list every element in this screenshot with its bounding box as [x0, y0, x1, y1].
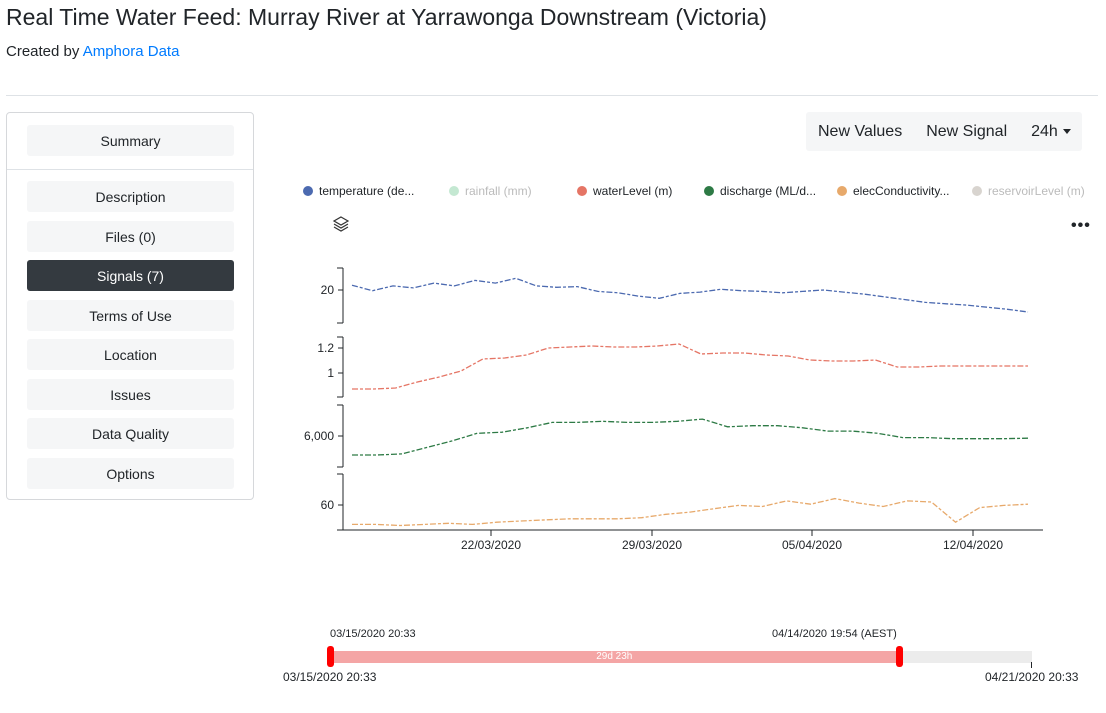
- sidebar-item-options[interactable]: Options: [27, 458, 234, 489]
- sidebar-item-description[interactable]: Description: [27, 181, 234, 212]
- series-line: [352, 418, 1029, 456]
- y-tick-label: 1: [327, 366, 334, 380]
- page-title: Real Time Water Feed: Murray River at Ya…: [6, 4, 767, 30]
- y-tick-label: 6,000: [304, 429, 334, 443]
- x-tick-label: 22/03/2020: [461, 538, 521, 552]
- legend-dot: [837, 186, 847, 196]
- byline-prefix: Created by: [6, 43, 83, 60]
- sidebar-divider: [7, 169, 253, 170]
- y-tick-label: 1.2: [317, 341, 334, 355]
- x-tick-label: 29/03/2020: [622, 538, 682, 552]
- range-min-label: 03/15/2020 20:33: [283, 670, 377, 684]
- legend-dot: [577, 186, 587, 196]
- byline: Created by Amphora Data: [6, 43, 179, 60]
- y-tick-label: 60: [321, 498, 335, 512]
- sidebar-item-files[interactable]: Files (0): [27, 221, 234, 252]
- layers-icon[interactable]: [332, 215, 350, 238]
- legend-label: waterLevel (m): [593, 184, 673, 198]
- chart-toolbar: New Values New Signal 24h: [806, 112, 1082, 151]
- new-values-button[interactable]: New Values: [818, 122, 903, 140]
- time-range-label: 24h: [1031, 122, 1058, 140]
- legend-dot: [704, 186, 714, 196]
- legend-label: discharge (ML/d...: [720, 184, 817, 198]
- range-end-tick: [1031, 662, 1032, 668]
- legend-dot: [303, 186, 313, 196]
- legend-label: elecConductivity...: [853, 184, 950, 198]
- legend-label: reservoirLevel (m): [988, 184, 1085, 198]
- sidebar: Summary Description Files (0) Signals (7…: [6, 112, 254, 500]
- legend-label: temperature (de...: [319, 184, 415, 198]
- legend-item-temperature[interactable]: temperature (de...: [303, 184, 414, 198]
- legend-item-reservoir-level[interactable]: reservoirLevel (m): [972, 184, 1085, 198]
- sidebar-item-terms-of-use[interactable]: Terms of Use: [27, 300, 234, 331]
- sidebar-item-signals[interactable]: Signals (7): [27, 260, 234, 291]
- range-selection[interactable]: 29d 23h: [330, 651, 899, 663]
- new-signal-button[interactable]: New Signal: [926, 122, 1008, 140]
- legend-dot: [449, 186, 459, 196]
- sidebar-item-location[interactable]: Location: [27, 339, 234, 370]
- range-handle-end[interactable]: [895, 646, 903, 667]
- series-line: [351, 277, 1029, 313]
- chevron-down-icon: [1062, 128, 1071, 134]
- header-divider: [6, 95, 1098, 96]
- range-selected-start: 03/15/2020 20:33: [330, 628, 416, 640]
- legend-item-discharge[interactable]: discharge (ML/d...: [704, 184, 816, 198]
- legend-dot: [972, 186, 982, 196]
- time-range-dropdown[interactable]: 24h: [1019, 123, 1083, 141]
- sidebar-item-data-quality[interactable]: Data Quality: [27, 418, 234, 449]
- more-icon[interactable]: •••: [1071, 217, 1091, 234]
- series-line: [352, 497, 1029, 527]
- legend-item-water-level[interactable]: waterLevel (m): [577, 184, 672, 198]
- legend-item-elec-conductivity[interactable]: elecConductivity...: [837, 184, 950, 198]
- legend-label: rainfall (mm): [465, 184, 532, 198]
- range-selected-end: 04/14/2020 19:54 (AEST): [772, 628, 897, 640]
- range-handle-start[interactable]: [327, 646, 334, 667]
- legend-item-rainfall[interactable]: rainfall (mm): [449, 184, 532, 198]
- author-link[interactable]: Amphora Data: [82, 43, 180, 60]
- sidebar-item-issues[interactable]: Issues: [27, 379, 234, 410]
- range-max-label: 04/21/2020 20:33: [985, 670, 1079, 684]
- series-line: [352, 343, 1028, 390]
- sidebar-item-summary[interactable]: Summary: [27, 125, 234, 156]
- y-tick-label: 20: [321, 283, 335, 297]
- x-tick-label: 05/04/2020: [782, 538, 842, 552]
- x-tick-label: 12/04/2020: [943, 538, 1003, 552]
